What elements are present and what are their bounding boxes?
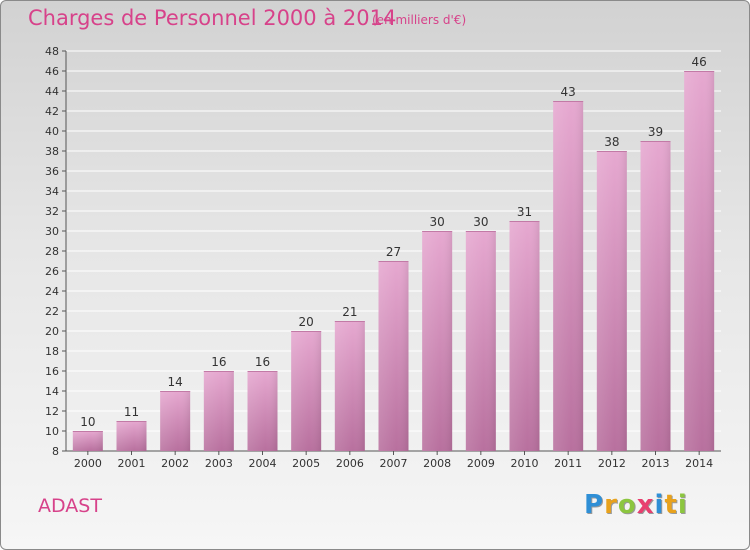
bar-shade <box>334 321 365 451</box>
x-tick-label: 2011 <box>554 457 582 470</box>
x-tick-label: 2007 <box>380 457 408 470</box>
bar-value-label: 20 <box>299 315 314 329</box>
logo-letter: t <box>664 490 678 520</box>
bar-shade <box>247 371 278 451</box>
y-tick-label: 22 <box>45 305 59 318</box>
x-tick-label: 2009 <box>467 457 495 470</box>
x-tick-label: 2012 <box>598 457 626 470</box>
y-tick-label: 24 <box>45 285 59 298</box>
y-tick-label: 12 <box>45 405 59 418</box>
y-tick-label: 8 <box>52 445 59 458</box>
value-labels: 10 11 14 16 16 20 21 27 30 30 31 43 38 39 46 <box>80 55 707 429</box>
x-tick-label: 2008 <box>423 457 451 470</box>
bar-shade <box>640 141 671 451</box>
y-tick-label: 16 <box>45 365 59 378</box>
proxiti-logo: Proxiti <box>584 490 688 520</box>
y-tick-label: 44 <box>45 85 59 98</box>
y-tick-label: 34 <box>45 185 59 198</box>
y-tick-label: 10 <box>45 425 59 438</box>
bar-value-label: 38 <box>604 135 619 149</box>
x-tick-label: 2003 <box>205 457 233 470</box>
y-tick-label: 14 <box>45 385 59 398</box>
bar-value-label: 16 <box>211 355 226 369</box>
bar-value-label: 21 <box>342 305 357 319</box>
x-tick-label: 2000 <box>74 457 102 470</box>
y-tick-label: 20 <box>45 325 59 338</box>
x-tick-label: 2004 <box>249 457 277 470</box>
bar-value-label: 10 <box>80 415 95 429</box>
y-tick-label: 40 <box>45 125 59 138</box>
bar-value-label: 14 <box>168 375 183 389</box>
logo-letter: o <box>617 490 637 520</box>
x-tick-label: 2010 <box>511 457 539 470</box>
y-tick-label: 42 <box>45 105 59 118</box>
bar-shade <box>72 431 103 451</box>
bar-shade <box>422 231 453 451</box>
axes: 8 10 12 14 16 18 20 22 24 26 28 30 32 34 36 38 40 42 44 46 4… <box>45 45 721 470</box>
bar-shade <box>509 221 540 451</box>
chart-subtitle: (en milliers d'€) <box>372 13 467 27</box>
logo-letter: r <box>604 490 618 520</box>
x-tick-label: 2005 <box>292 457 320 470</box>
logo-letter: x <box>636 490 655 520</box>
commune-name: ADAST <box>38 495 102 517</box>
logo-letter: i <box>677 490 688 520</box>
y-tick-label: 46 <box>45 65 59 78</box>
y-tick-label: 30 <box>45 225 59 238</box>
logo-letter: P <box>584 490 605 520</box>
y-tick-label: 36 <box>45 165 59 178</box>
bar-shade <box>160 391 191 451</box>
y-tick-label: 32 <box>45 205 59 218</box>
bar-value-label: 39 <box>648 125 663 139</box>
bar-value-label: 27 <box>386 245 401 259</box>
x-tick-label: 2002 <box>161 457 189 470</box>
bars <box>72 71 715 451</box>
bar-value-label: 43 <box>561 85 576 99</box>
bar-shade <box>378 261 409 451</box>
y-tick-label: 28 <box>45 245 59 258</box>
bar-value-label: 11 <box>124 405 139 419</box>
y-tick-label: 38 <box>45 145 59 158</box>
bar-value-label: 31 <box>517 205 532 219</box>
bar-shade <box>116 421 147 451</box>
bar-shade <box>684 71 715 451</box>
y-tick-label: 26 <box>45 265 59 278</box>
bar-value-label: 46 <box>692 55 707 69</box>
bar-shade <box>203 371 234 451</box>
x-tick-label: 2013 <box>642 457 670 470</box>
bar-value-label: 30 <box>430 215 445 229</box>
bar-value-label: 16 <box>255 355 270 369</box>
x-tick-label: 2001 <box>118 457 146 470</box>
y-tick-label: 48 <box>45 45 59 58</box>
bar-shade <box>553 101 584 451</box>
bar-shade <box>291 331 322 451</box>
bar-shade <box>465 231 496 451</box>
y-tick-label: 18 <box>45 345 59 358</box>
bar-value-label: 30 <box>473 215 488 229</box>
chart-title: Charges de Personnel 2000 à 2014 <box>28 6 397 30</box>
x-tick-label: 2014 <box>685 457 713 470</box>
bar-shade <box>596 151 627 451</box>
logo-letter: i <box>654 490 665 520</box>
x-tick-label: 2006 <box>336 457 364 470</box>
